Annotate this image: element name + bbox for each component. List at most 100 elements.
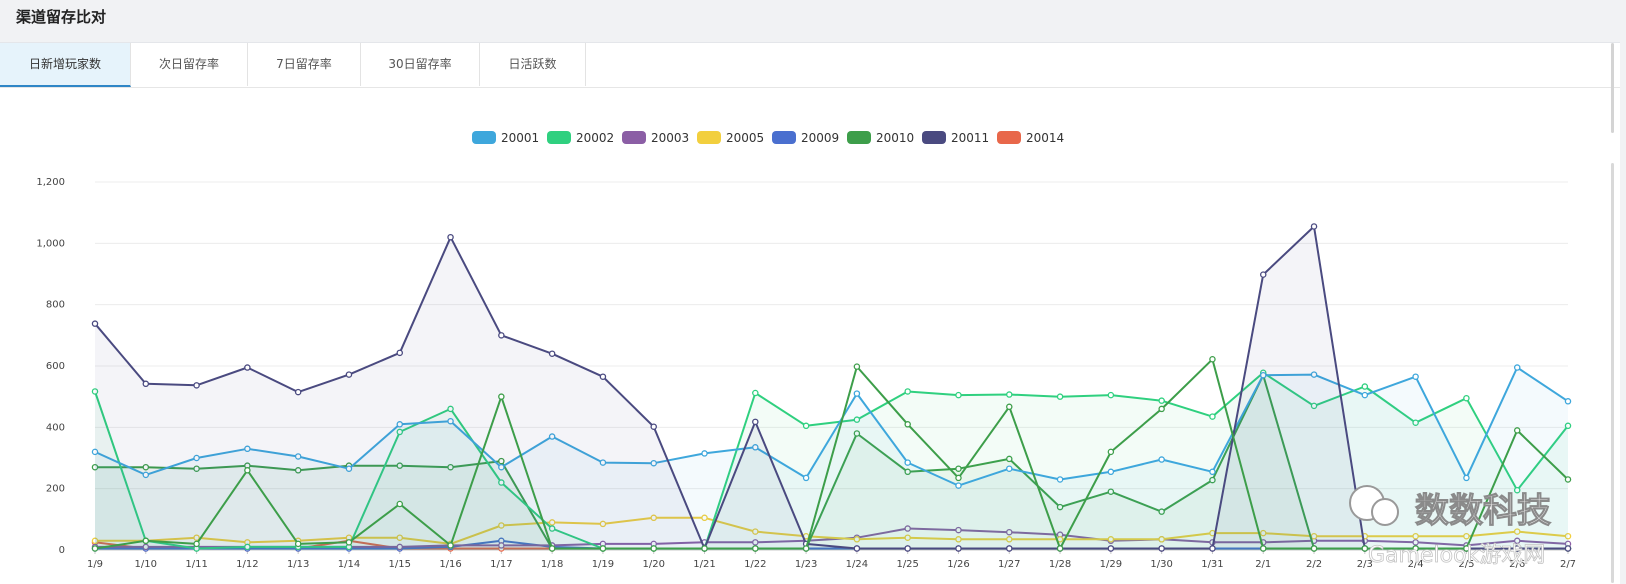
data-point: [802, 545, 810, 552]
x-tick-label: 1/16: [439, 559, 461, 570]
series-line: [94, 358, 1569, 550]
x-tick-label: 2/2: [1306, 559, 1322, 570]
data-point: [244, 445, 251, 453]
data-point: [294, 388, 302, 396]
legend-label: 20014: [1026, 131, 1064, 145]
data-point: [91, 463, 99, 471]
x-tick-label: 1/24: [846, 559, 868, 570]
series-line: [94, 225, 1568, 550]
tab-daily-new-players[interactable]: 日新增玩家数: [0, 43, 131, 87]
data-point: [498, 332, 505, 339]
data-point: [1006, 545, 1013, 552]
data-point: [1564, 532, 1572, 540]
data-point: [447, 417, 454, 425]
data-point: [548, 433, 556, 440]
data-point: [447, 542, 454, 549]
page-title: 渠道留存比对: [16, 8, 107, 26]
data-point: [650, 514, 657, 522]
data-point: [1412, 532, 1419, 540]
data-point: [650, 423, 657, 430]
data-point: [752, 528, 759, 535]
legend-swatch: [472, 131, 496, 144]
legend-label: 20001: [501, 131, 539, 145]
data-point: [1513, 364, 1521, 371]
data-point: [447, 405, 454, 413]
tab-7-day-retention[interactable]: 7日留存率: [248, 43, 361, 86]
data-point: [1107, 448, 1115, 456]
x-tick-label: 1/21: [693, 559, 715, 570]
data-point: [802, 422, 810, 430]
data-point: [904, 534, 911, 541]
legend-swatch: [922, 131, 946, 144]
x-tick-label: 1/11: [185, 559, 207, 570]
data-point: [1564, 422, 1572, 430]
data-point: [396, 500, 404, 508]
data-point: [955, 474, 962, 482]
data-point: [345, 371, 353, 378]
data-point: [1209, 356, 1216, 363]
data-point: [345, 465, 353, 472]
data-point: [853, 545, 861, 552]
data-point: [955, 536, 962, 543]
x-tick-label: 2/6: [1509, 559, 1525, 570]
data-point: [1107, 488, 1115, 495]
data-point: [1158, 405, 1165, 413]
x-tick-label: 1/10: [135, 559, 157, 570]
data-point: [1463, 474, 1470, 482]
data-point: [904, 421, 911, 428]
x-tick-label: 2/5: [1458, 559, 1474, 570]
data-point: [1412, 419, 1419, 426]
x-tick-label: 1/31: [1201, 559, 1223, 570]
data-point: [1463, 532, 1470, 540]
data-point: [904, 468, 911, 476]
scrollbar[interactable]: [1611, 163, 1614, 583]
tab-next-day-retention[interactable]: 次日留存率: [131, 43, 248, 86]
data-point: [955, 526, 962, 534]
data-point: [91, 537, 99, 545]
data-point: [142, 543, 150, 551]
data-point: [650, 545, 657, 552]
data-point: [701, 545, 708, 552]
data-point: [498, 393, 505, 400]
data-point: [1209, 476, 1216, 484]
x-tick-label: 1/19: [592, 559, 614, 570]
data-point: [498, 479, 505, 486]
data-point: [193, 454, 200, 462]
x-tick-label: 1/22: [744, 559, 766, 570]
legend-label: 20003: [651, 131, 689, 145]
data-point: [1107, 536, 1115, 543]
x-tick-label: 1/14: [338, 559, 360, 570]
data-point: [1259, 371, 1267, 379]
data-point: [1006, 536, 1013, 543]
data-point: [1209, 468, 1216, 476]
data-point: [91, 388, 99, 395]
data-point: [904, 525, 911, 532]
tab-30-day-retention[interactable]: 30日留存率: [361, 43, 480, 86]
data-point: [498, 542, 505, 549]
data-point: [1056, 476, 1064, 483]
data-point: [548, 545, 556, 552]
data-point: [1259, 529, 1267, 537]
legend-swatch: [622, 131, 646, 144]
data-point: [752, 418, 759, 426]
data-point: [1107, 391, 1115, 399]
data-point: [955, 482, 962, 489]
data-point: [447, 233, 454, 241]
scrollbar-top[interactable]: [1611, 43, 1614, 133]
tab-daily-active[interactable]: 日活跃数: [480, 43, 586, 86]
data-point: [853, 390, 861, 397]
data-point: [91, 320, 99, 327]
data-point: [1564, 398, 1572, 405]
y-tick-label: 1,000: [36, 238, 65, 249]
data-point: [1564, 476, 1572, 483]
x-tick-label: 1/9: [87, 559, 103, 570]
data-point: [142, 471, 150, 479]
data-point: [853, 536, 861, 543]
data-point: [294, 467, 302, 474]
watermark-brand: 数数科技: [1415, 491, 1551, 531]
data-point: [447, 463, 454, 471]
data-point: [548, 525, 556, 532]
data-point: [1158, 456, 1165, 463]
wechat-icon-inner: [1371, 498, 1399, 526]
data-point: [1006, 465, 1013, 472]
